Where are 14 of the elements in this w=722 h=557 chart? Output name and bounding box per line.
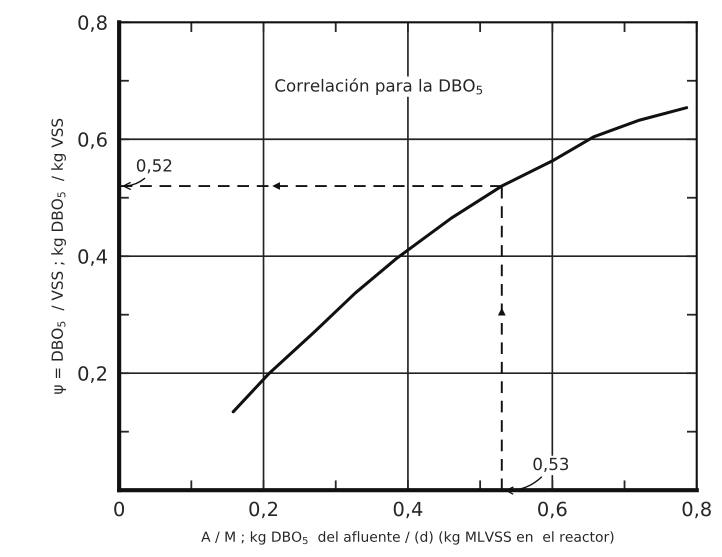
- annotation: 0,53: [533, 458, 568, 472]
- x-tick-label: 0,6: [538, 502, 567, 518]
- x-tick-label: 0,8: [682, 502, 711, 518]
- x-tick-label: 0,2: [249, 502, 278, 518]
- y-tick-label: 0,2: [78, 366, 106, 383]
- annotation: Correlación para la DBO$_{5}$: [275, 78, 482, 95]
- y-tick-label: 0,6: [78, 132, 107, 149]
- annotation: 0,52: [136, 159, 172, 174]
- y-tick-label: 0,4: [78, 249, 107, 266]
- x-tick-label: 0: [114, 502, 124, 516]
- x-tick-label: 0,4: [394, 502, 422, 518]
- x-axis-title: A / M ; kg DBO$_{5}$ del afluente / (d) (kg MLVSS en el reactor): [201, 531, 614, 545]
- y-tick-label: 0,8: [78, 15, 107, 32]
- y-axis-title: ψ = DBO$_{5}$ / VSS ; kg DBO$_{5}$ / kg VSS: [51, 118, 66, 394]
